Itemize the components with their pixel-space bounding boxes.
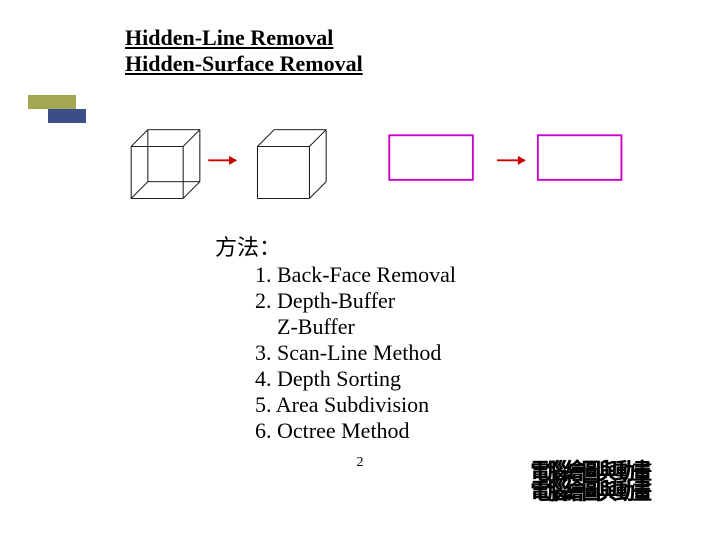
arrows	[208, 157, 525, 164]
decor-bar-top	[28, 95, 76, 109]
illustration-diagram	[120, 115, 640, 215]
footer-calligraphy: 電腦繪圖與動畫 電腦繪圖與動畫	[530, 462, 649, 502]
cube-hidden-line	[257, 130, 326, 199]
corner-decor	[0, 95, 85, 140]
methods-item: Z-Buffer	[255, 314, 456, 340]
methods-item: 6. Octree Method	[255, 418, 456, 444]
decor-bar-bottom	[48, 109, 86, 123]
methods-item: 3. Scan-Line Method	[255, 340, 456, 366]
methods-item: 1. Back-Face Removal	[255, 262, 456, 288]
cube-wireframe	[131, 130, 200, 199]
methods-item: 4. Depth Sorting	[255, 366, 456, 392]
scene-after-surface-removal	[538, 135, 622, 180]
slide-headings: Hidden-Line Removal Hidden-Surface Remov…	[125, 25, 363, 78]
methods-title: 方法：	[215, 230, 281, 262]
methods-item: 5. Area Subdivision	[255, 392, 456, 418]
methods-list: 1. Back-Face Removal2. Depth-Buffer Z-Bu…	[255, 262, 456, 444]
heading-line-2: Hidden-Surface Removal	[125, 51, 363, 77]
scene-before-surface-removal	[389, 135, 473, 180]
footer-line-2: 電腦繪圖與動畫	[530, 482, 649, 502]
heading-line-1: Hidden-Line Removal	[125, 25, 363, 51]
methods-item: 2. Depth-Buffer	[255, 288, 456, 314]
